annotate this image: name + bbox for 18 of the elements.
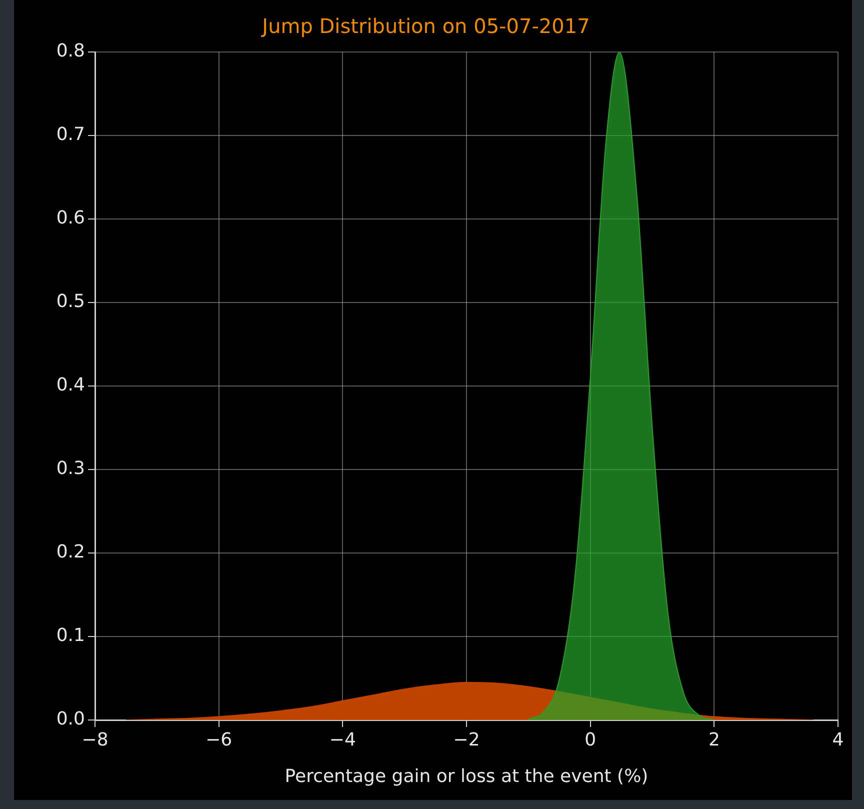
chart-title: Jump Distribution on 05-07-2017 [260,14,590,38]
x-tick-label: −6 [206,729,232,750]
x-tick-label: 0 [584,729,596,750]
y-tick-label: 0.4 [56,374,85,396]
y-tick-label: 0.2 [56,542,85,563]
y-tick-label: 0.0 [56,708,85,730]
x-tick-label: 2 [708,729,720,750]
x-tick-label: −4 [329,729,356,750]
y-tick-label: 0.3 [56,458,85,480]
x-axis-title: Percentage gain or loss at the event (%) [284,766,648,787]
y-tick-label: 0.7 [56,124,85,146]
y-tick-label: 0.6 [56,208,85,229]
y-tick-label: 0.8 [56,40,85,62]
x-tick-label: −8 [82,729,108,750]
y-tick-label: 0.5 [56,291,85,312]
x-tick-label: −2 [453,729,480,750]
x-tick-label: 4 [832,729,844,750]
y-tick-label: 0.1 [56,625,85,646]
